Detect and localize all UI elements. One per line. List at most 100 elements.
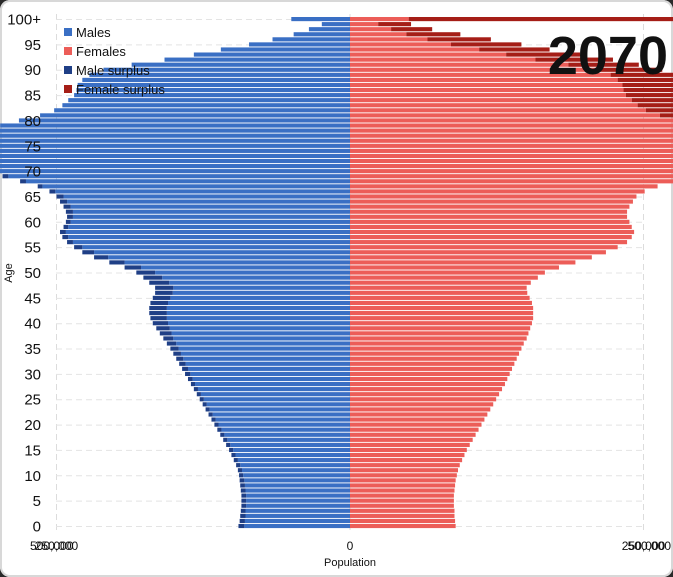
y-tick-label: 30 <box>24 366 41 383</box>
bar-male-surplus <box>190 381 196 387</box>
bar-males <box>246 498 350 503</box>
bar-males <box>70 219 350 224</box>
y-tick-label: 40 <box>24 316 41 333</box>
bar-males <box>141 265 350 270</box>
bar-males <box>0 158 350 164</box>
bar-females <box>350 427 479 432</box>
bar-male-surplus <box>124 265 142 270</box>
y-tick-label: 10 <box>24 468 41 485</box>
bar-males <box>180 351 350 356</box>
bar-females <box>350 458 463 463</box>
bar-males <box>212 412 350 417</box>
bar-female-surplus <box>568 62 639 67</box>
bar-male-surplus <box>182 366 188 371</box>
y-tick-label: 55 <box>24 240 41 257</box>
bar-males <box>68 98 351 103</box>
y-tick-label: 75 <box>24 138 41 155</box>
bar-females <box>350 82 623 88</box>
legend-entry: Females <box>76 44 126 59</box>
bar-male-surplus <box>240 488 246 493</box>
bar-females <box>350 387 503 392</box>
bar-males <box>74 93 351 98</box>
y-tick-label: 35 <box>24 341 41 358</box>
bar-females <box>350 280 531 285</box>
bar-females <box>350 260 576 265</box>
bar-females <box>350 143 673 148</box>
bar-females <box>350 275 538 280</box>
bar-males <box>227 437 350 442</box>
bar-male-surplus <box>211 417 216 422</box>
bar-female-surplus <box>450 42 522 47</box>
bar-male-surplus <box>2 174 9 179</box>
bar-males <box>0 169 351 174</box>
bar-females <box>350 392 500 397</box>
bar-females <box>350 341 524 346</box>
bar-males <box>272 37 350 42</box>
bar-males <box>70 204 350 209</box>
bar-female-surplus <box>406 32 461 37</box>
bar-males <box>321 22 350 27</box>
bar-males <box>166 316 350 321</box>
legend-entry: Male surplus <box>76 63 150 78</box>
bar-females <box>350 67 597 72</box>
bar-females <box>350 270 545 275</box>
bar-male-surplus <box>65 219 71 224</box>
y-tick-label: 20 <box>24 417 41 434</box>
bar-males <box>244 483 350 488</box>
bar-females <box>350 285 527 290</box>
bar-males <box>108 255 350 260</box>
bar-females <box>350 498 454 503</box>
bar-male-surplus <box>82 250 95 255</box>
bar-male-surplus <box>74 245 83 250</box>
bar-males <box>55 189 351 194</box>
bar-males <box>176 341 350 346</box>
bar-male-surplus <box>152 295 171 300</box>
bar-males <box>0 143 351 148</box>
bar-females <box>350 17 409 22</box>
bar-males <box>124 260 350 265</box>
bar-females <box>350 153 673 159</box>
bar-males <box>25 179 350 184</box>
bar-male-surplus <box>163 336 174 341</box>
bar-males <box>0 133 350 138</box>
y-tick-label: 90 <box>24 62 41 79</box>
bar-females <box>350 311 534 316</box>
bar-females <box>350 488 455 493</box>
bar-female-surplus <box>506 52 581 57</box>
bar-males <box>0 128 351 133</box>
bar-females <box>350 57 536 62</box>
bar-male-surplus <box>196 392 201 397</box>
bar-male-surplus <box>156 326 170 331</box>
bar-males <box>235 452 350 458</box>
bar-males <box>0 148 351 153</box>
bar-male-surplus <box>241 498 247 503</box>
axes: 0 5 10 15 20 25 30 35 40 45 50 55 60 65 70 75 80 85 90 95 10… <box>7 12 671 553</box>
bar-females <box>350 447 467 453</box>
bar-female-surplus <box>659 113 673 118</box>
bar-males <box>166 311 350 316</box>
bar-males <box>40 113 351 118</box>
bar-females <box>350 27 392 32</box>
bar-males <box>245 513 350 518</box>
bar-males <box>218 422 350 427</box>
bar-males <box>67 199 350 204</box>
bar-female-surplus <box>637 103 673 108</box>
bar-male-surplus <box>152 321 169 326</box>
bar-males <box>18 118 350 123</box>
bar-males <box>168 321 350 326</box>
bar-male-surplus <box>187 376 193 382</box>
bar-females <box>350 412 488 417</box>
bar-male-surplus <box>239 478 245 483</box>
bar-male-surplus <box>217 427 222 432</box>
bar-females <box>350 366 513 371</box>
bar-males <box>0 138 351 143</box>
bar-males <box>172 290 350 295</box>
bar-male-surplus <box>94 255 109 260</box>
bar-male-surplus <box>193 387 198 392</box>
x-tick-label: 250,000 <box>35 539 79 553</box>
bar-male-surplus <box>155 285 174 290</box>
bar-female-surplus <box>479 47 550 52</box>
x-tick-label: 500,000 <box>628 539 672 553</box>
bar-females <box>350 478 456 483</box>
bar-males <box>308 27 350 32</box>
